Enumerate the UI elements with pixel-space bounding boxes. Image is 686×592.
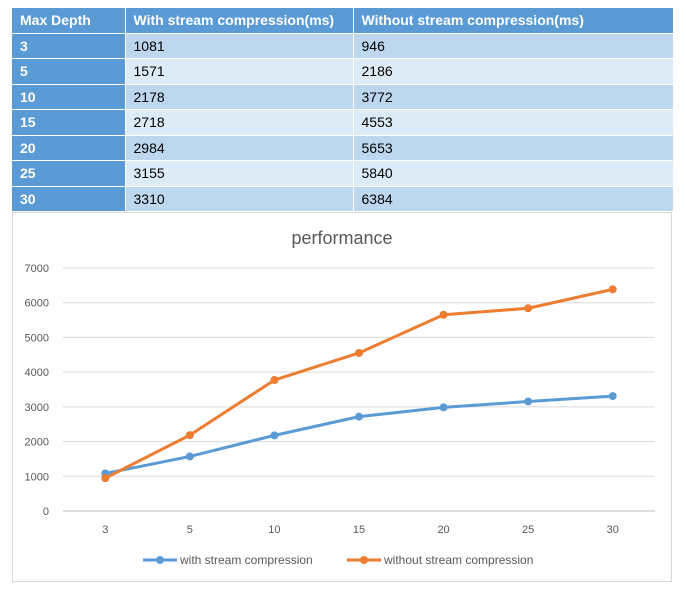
cell-max-depth: 10 [12, 84, 126, 110]
data-point [608, 392, 617, 401]
data-point [270, 376, 279, 385]
cell-without-compression: 2186 [353, 58, 674, 85]
header-without-compression: Without stream compression(ms) [353, 8, 674, 34]
cell-max-depth: 5 [12, 58, 126, 85]
cell-without-compression: 946 [353, 33, 674, 59]
cell-with-compression: 2178 [125, 84, 354, 110]
cell-max-depth: 3 [12, 33, 126, 59]
cell-with-compression: 3310 [125, 186, 354, 212]
performance-chart: performance 0 1000 2000 3000 4000 5000 6000 700… [12, 212, 672, 582]
y-tick-label: 5000 [25, 332, 49, 344]
x-tick-label: 3 [102, 524, 108, 536]
cell-with-compression: 3155 [125, 160, 354, 187]
table-row: 5 1571 2186 [12, 58, 674, 85]
chart-title: performance [291, 228, 392, 248]
series-2 [101, 285, 617, 483]
table-row: 25 3155 5840 [12, 160, 674, 187]
x-tick-label: 10 [268, 524, 280, 536]
y-tick-label: 4000 [25, 367, 49, 379]
data-point [270, 431, 279, 440]
table-row: 10 2178 3772 [12, 84, 674, 110]
gridlines [63, 267, 655, 512]
y-tick-label: 6000 [25, 298, 49, 310]
legend-swatch-marker [156, 556, 164, 564]
cell-max-depth: 20 [12, 135, 126, 161]
results-table: Max Depth With stream compression(ms) Wi… [12, 8, 674, 212]
cell-without-compression: 5840 [353, 160, 674, 187]
cell-with-compression: 2718 [125, 109, 354, 136]
data-point [185, 452, 194, 461]
cell-without-compression: 6384 [353, 186, 674, 212]
x-tick-label: 30 [607, 524, 619, 536]
table-row: 20 2984 5653 [12, 135, 674, 161]
cell-without-compression: 4553 [353, 109, 674, 136]
data-point [185, 431, 194, 440]
header-max-depth: Max Depth [12, 8, 126, 34]
header-with-compression: With stream compression(ms) [125, 8, 354, 34]
chart-legend: with stream compression without stream co… [143, 553, 533, 567]
cell-with-compression: 1081 [125, 33, 354, 59]
series-line [103, 287, 615, 480]
series-lines [101, 285, 617, 483]
y-tick-label: 3000 [25, 402, 49, 414]
cell-max-depth: 30 [12, 186, 126, 212]
table-row: 15 2718 4553 [12, 109, 674, 136]
data-point [524, 304, 533, 313]
cell-with-compression: 1571 [125, 58, 354, 85]
data-point [608, 285, 617, 294]
y-axis-ticks: 0 1000 2000 3000 4000 5000 6000 7000 [25, 263, 49, 518]
legend-item: without stream compression [347, 553, 533, 567]
y-tick-label: 1000 [25, 471, 49, 483]
x-tick-label: 15 [353, 524, 365, 536]
data-point [355, 412, 363, 421]
x-tick-label: 5 [187, 524, 193, 536]
series-line [103, 394, 615, 475]
y-tick-label: 7000 [25, 263, 49, 275]
cell-without-compression: 5653 [353, 135, 674, 161]
table-row: 30 3310 6384 [12, 186, 674, 212]
y-tick-label: 2000 [25, 437, 49, 449]
cell-with-compression: 2984 [125, 135, 354, 161]
legend-label: with stream compression [179, 553, 313, 567]
data-point [439, 310, 448, 319]
chart-canvas: performance 0 1000 2000 3000 4000 5000 6000 700… [25, 228, 655, 567]
x-tick-label: 25 [522, 524, 534, 536]
legend-swatch-marker [360, 556, 368, 564]
legend-item: with stream compression [143, 553, 313, 567]
legend-label: without stream compression [383, 553, 533, 567]
cell-max-depth: 25 [12, 160, 126, 187]
series-1 [101, 392, 617, 478]
data-point [524, 397, 533, 406]
x-axis-ticks: 3 5 10 15 20 25 30 [102, 524, 619, 536]
data-point [355, 348, 363, 357]
table-header-row: Max Depth With stream compression(ms) Wi… [12, 8, 674, 34]
cell-without-compression: 3772 [353, 84, 674, 110]
x-tick-label: 20 [437, 524, 449, 536]
data-point [101, 474, 110, 483]
y-tick-label: 0 [43, 506, 49, 518]
data-point [439, 403, 448, 412]
table-row: 3 1081 946 [12, 33, 674, 59]
cell-max-depth: 15 [12, 109, 126, 136]
